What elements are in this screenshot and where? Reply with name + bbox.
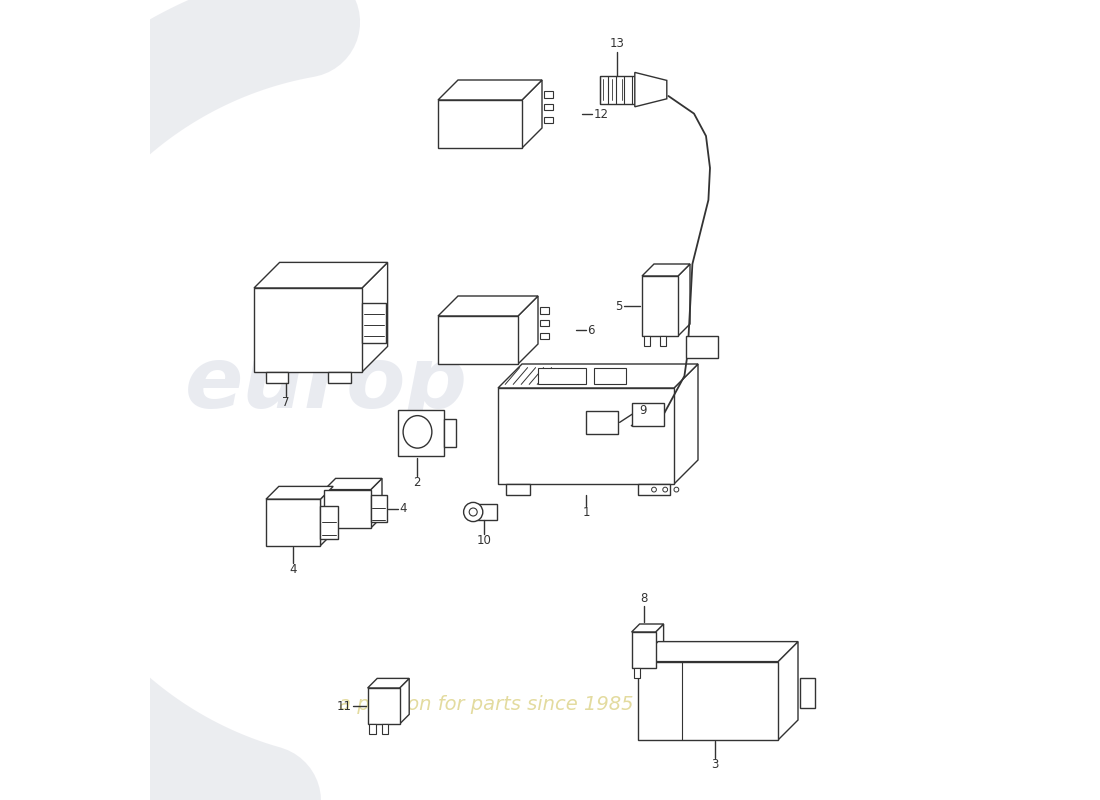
Bar [644, 336, 650, 346]
Text: a passion for parts since 1985: a passion for parts since 1985 [339, 694, 634, 714]
Polygon shape [638, 642, 798, 662]
Polygon shape [399, 678, 409, 724]
Bar [660, 336, 666, 346]
Text: europ: europ [185, 342, 468, 426]
Polygon shape [656, 624, 663, 668]
Bar [543, 117, 553, 123]
Text: 1: 1 [582, 506, 590, 519]
Polygon shape [778, 642, 798, 740]
Circle shape [463, 502, 483, 522]
Text: 4: 4 [289, 563, 297, 576]
Bar [801, 678, 815, 708]
Ellipse shape [403, 416, 432, 448]
Text: 6: 6 [587, 323, 595, 337]
Polygon shape [438, 296, 538, 316]
Polygon shape [635, 72, 667, 106]
Polygon shape [254, 262, 387, 288]
Polygon shape [438, 100, 522, 148]
Bar [686, 336, 718, 358]
Circle shape [651, 487, 657, 492]
Polygon shape [266, 486, 333, 499]
Polygon shape [498, 364, 698, 388]
Polygon shape [631, 632, 656, 668]
Polygon shape [367, 678, 409, 688]
Bar [382, 724, 388, 734]
Bar [540, 320, 549, 326]
Bar [362, 302, 386, 342]
Polygon shape [254, 288, 362, 372]
Polygon shape [642, 264, 690, 276]
Text: 12: 12 [593, 107, 608, 121]
Polygon shape [638, 662, 778, 740]
Bar [320, 506, 338, 538]
Bar [370, 724, 375, 734]
Polygon shape [367, 688, 399, 724]
Polygon shape [518, 296, 538, 364]
Bar [540, 333, 549, 339]
Text: 13: 13 [609, 37, 625, 50]
Polygon shape [320, 486, 333, 546]
Text: 7: 7 [283, 396, 289, 409]
Bar [594, 368, 626, 385]
Bar [600, 75, 635, 103]
Bar [540, 307, 549, 314]
Circle shape [674, 487, 679, 492]
Polygon shape [522, 80, 542, 148]
Bar [543, 91, 553, 98]
Bar [476, 504, 497, 520]
Circle shape [663, 487, 668, 492]
Bar [329, 372, 351, 383]
Polygon shape [438, 316, 518, 364]
Polygon shape [362, 262, 387, 372]
Text: 2: 2 [412, 476, 420, 489]
Text: 5: 5 [615, 299, 623, 313]
Bar [634, 668, 640, 678]
Bar [444, 419, 455, 446]
Bar [638, 484, 670, 495]
Polygon shape [266, 499, 320, 546]
Polygon shape [371, 478, 382, 528]
Polygon shape [498, 388, 674, 484]
Bar [266, 372, 288, 383]
Bar [586, 411, 618, 434]
Polygon shape [678, 264, 690, 336]
Bar [543, 104, 553, 110]
Polygon shape [324, 490, 371, 528]
Text: 3: 3 [712, 758, 718, 770]
Bar [631, 403, 663, 426]
Polygon shape [674, 364, 698, 484]
Polygon shape [438, 80, 542, 100]
Text: 4: 4 [399, 502, 407, 515]
Text: 10: 10 [477, 534, 492, 546]
Polygon shape [631, 624, 663, 632]
Text: 9: 9 [639, 404, 647, 417]
Bar [371, 495, 387, 522]
Polygon shape [642, 276, 678, 336]
Bar [398, 410, 444, 456]
Text: 8: 8 [640, 592, 647, 605]
Bar [506, 484, 530, 495]
Polygon shape [324, 478, 382, 490]
Bar [538, 368, 586, 385]
Text: 11: 11 [337, 699, 352, 713]
Circle shape [470, 508, 477, 516]
